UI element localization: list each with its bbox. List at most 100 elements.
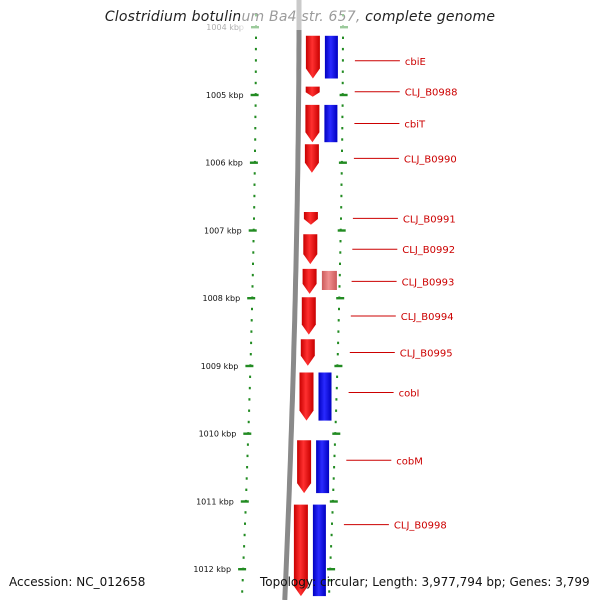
scale-label: 1005 kbp: [206, 91, 244, 100]
minor-tick: [252, 251, 255, 254]
outer-minor-tick: [333, 454, 336, 458]
outer-minor-tick: [337, 341, 340, 345]
minor-tick: [250, 330, 253, 333]
outer-minor-tick: [337, 330, 340, 333]
backbone-line: [282, 0, 302, 600]
gene-label: CLJ_B0994: [401, 312, 454, 323]
outer-minor-tick: [341, 81, 344, 85]
topology-label: Topology: circular; Length: 3,977,794 bp…: [260, 575, 590, 589]
backbone-track: [282, 0, 302, 600]
gene-label: CLJ_B0991: [403, 214, 456, 225]
outer-minor-tick: [340, 183, 343, 186]
pseudo-gene-block: [321, 270, 337, 290]
gene-block-CLJ_B0998: [312, 504, 326, 597]
minor-tick: [244, 511, 247, 514]
minor-tick: [250, 319, 253, 322]
major-tick: [238, 568, 247, 571]
gene-arrow-CLJ_B0994: [301, 297, 316, 335]
minor-tick: [242, 556, 245, 559]
outer-minor-tick: [332, 488, 335, 491]
gene-label: cobI: [399, 389, 420, 400]
minor-tick: [243, 533, 246, 537]
minor-tick: [253, 206, 256, 209]
outer-minor-tick: [331, 511, 334, 514]
outer-minor-tick: [340, 206, 343, 209]
gene-arrow-cbiT: [305, 104, 320, 143]
outer-minor-tick: [341, 104, 344, 107]
gene-label: cbiT: [404, 120, 426, 131]
outer-minor-tick: [335, 409, 338, 412]
scale-label: 1008 kbp: [202, 294, 240, 303]
minor-tick: [254, 149, 256, 152]
minor-tick: [254, 104, 257, 107]
outer-minor-tick: [333, 443, 336, 446]
minor-tick: [246, 443, 249, 446]
outer-minor-tick: [341, 70, 344, 73]
gene-label: CLJ_B0988: [405, 88, 458, 99]
gene-arrow-cbiE: [305, 35, 320, 79]
scale-track: 1004 kbp 1005 kbp 1006 kbp 1007 kbp 1008 kbp…: [193, 14, 348, 593]
outer-minor-tick: [338, 273, 341, 277]
minor-tick: [252, 262, 254, 265]
outer-minor-tick: [341, 127, 344, 130]
minor-tick: [254, 115, 257, 119]
minor-tick: [246, 466, 249, 469]
minor-tick: [243, 545, 246, 548]
outer-minor-tick: [341, 149, 343, 152]
outer-minor-tick: [341, 138, 344, 141]
gene-label: cbiE: [405, 57, 426, 68]
outer-minor-tick: [340, 217, 342, 220]
scale-label: 1011 kbp: [196, 497, 234, 506]
minor-tick: [251, 307, 253, 311]
outer-minor-tick: [337, 319, 340, 322]
minor-tick: [248, 386, 251, 390]
outer-minor-tick: [340, 172, 343, 175]
scale-label: 1007 kbp: [204, 226, 242, 235]
gene-arrow-CLJ_B0992: [303, 234, 318, 265]
outer-minor-tick: [339, 240, 342, 243]
minor-tick: [245, 477, 248, 480]
outer-major-tick: [337, 229, 346, 232]
major-tick: [243, 432, 252, 435]
outer-minor-tick: [341, 115, 344, 119]
outer-minor-tick: [332, 477, 335, 480]
gene-arrow-CLJ_B0991: [303, 212, 318, 225]
outer-major-tick: [336, 297, 345, 300]
outer-major-tick: [339, 93, 348, 97]
minor-tick: [254, 127, 257, 130]
outer-major-tick: [332, 432, 341, 435]
major-tick: [245, 364, 254, 368]
gene-block-cobM: [316, 440, 330, 494]
major-tick: [249, 161, 258, 164]
gene-label: CLJ_B0990: [404, 154, 457, 165]
minor-tick: [254, 81, 257, 85]
outer-minor-tick: [340, 194, 343, 198]
top-fade: [240, 0, 360, 30]
outer-minor-tick: [335, 386, 338, 390]
minor-tick: [244, 522, 246, 525]
scale-label: 1009 kbp: [201, 362, 239, 371]
minor-tick: [255, 36, 257, 39]
minor-tick: [254, 70, 257, 73]
gene-label: CLJ_B0998: [394, 521, 447, 532]
minor-tick: [251, 273, 254, 277]
minor-tick: [254, 47, 257, 51]
gene-block-cbiT: [324, 104, 338, 143]
outer-major-tick: [334, 364, 343, 368]
minor-tick: [241, 579, 244, 582]
minor-tick: [245, 488, 248, 491]
gene-label: CLJ_B0993: [402, 277, 455, 288]
gene-arrow-cobM: [297, 440, 312, 494]
outer-minor-tick: [330, 533, 333, 537]
accession-label: Accession: NC_012658: [9, 575, 146, 589]
scale-label: 1004 kbp: [206, 23, 244, 32]
outer-minor-tick: [341, 47, 344, 51]
minor-tick: [252, 240, 255, 243]
outer-minor-tick: [336, 375, 339, 378]
gene-arrow-CLJ_B0990: [304, 144, 319, 173]
minor-tick: [246, 454, 249, 458]
outer-minor-tick: [331, 522, 333, 525]
outer-minor-tick: [330, 545, 333, 548]
minor-tick: [247, 420, 250, 424]
